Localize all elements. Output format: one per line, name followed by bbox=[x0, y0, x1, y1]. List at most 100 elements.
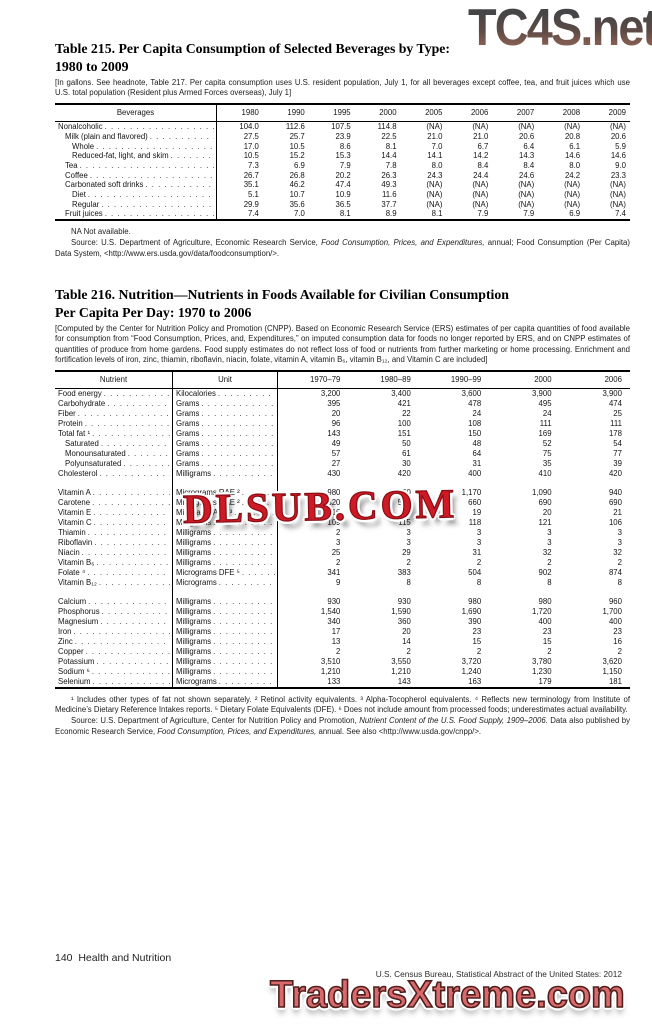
cell-value: 7.0 bbox=[431, 141, 443, 151]
row-label: Saturated bbox=[55, 438, 173, 449]
cell-value: 395 bbox=[327, 399, 341, 409]
cell-value: 32 bbox=[613, 548, 622, 558]
cell-value: 8 bbox=[617, 578, 622, 588]
dot-leader-icon bbox=[92, 429, 170, 438]
table-row: Carbohydrate Grams 395 421 478 495 474 bbox=[55, 398, 630, 409]
cell-value: 2 bbox=[476, 647, 482, 657]
row-unit: Milligrams bbox=[173, 606, 278, 617]
cell-value: 8 bbox=[547, 578, 552, 588]
cell-value: 6.9 bbox=[569, 209, 581, 219]
table215-section: Table 215. Per Capita Consumption of Sel… bbox=[55, 40, 630, 259]
cell-value: (NA) bbox=[426, 189, 443, 199]
dot-leader-icon bbox=[94, 518, 170, 527]
cell-value: 46.2 bbox=[289, 180, 305, 190]
cell-value: 3 bbox=[617, 538, 622, 548]
row-unit: Milligrams bbox=[173, 646, 278, 657]
cell-value: (NA) bbox=[564, 189, 581, 199]
dot-leader-icon bbox=[213, 597, 275, 606]
table216-headnote: [Computed by the Center for Nutrition Po… bbox=[55, 324, 630, 365]
row-unit: Grams bbox=[173, 438, 278, 449]
year-header-row: 1970–79 1980–89 1990–99 2000 2006 bbox=[278, 375, 630, 384]
cell-value: 400 bbox=[608, 617, 622, 627]
cell-value: 25 bbox=[613, 409, 622, 419]
cell-value: 14.1 bbox=[427, 151, 443, 161]
cell-value: 26.7 bbox=[243, 170, 259, 180]
row-label-text: Fruit juices bbox=[65, 209, 103, 219]
row-unit-text: Micrograms bbox=[176, 578, 217, 588]
cell-value: (NA) bbox=[472, 199, 489, 209]
cell-value: 2 bbox=[547, 647, 552, 657]
cell-value: (NA) bbox=[518, 122, 535, 132]
row-label-text: Fiber bbox=[58, 409, 76, 419]
cell-value: 107.5 bbox=[331, 122, 351, 132]
dot-leader-icon bbox=[213, 538, 275, 547]
cell-value: 3 bbox=[476, 528, 482, 538]
cell-value: 8.4 bbox=[477, 160, 489, 170]
row-unit-text: Kilocalories bbox=[176, 389, 216, 399]
dot-leader-icon bbox=[213, 617, 275, 626]
cell-value: 2 bbox=[547, 558, 552, 568]
gap-cell bbox=[55, 587, 173, 597]
cell-value: 20.8 bbox=[564, 131, 581, 141]
cell-value: 14.6 bbox=[610, 151, 627, 161]
cell-value: 7.8 bbox=[385, 160, 397, 170]
cell-value: 341 bbox=[327, 568, 341, 578]
row-unit-text: Milligrams ATE ³ bbox=[176, 508, 233, 518]
cell-value: 504 bbox=[468, 568, 482, 578]
row-label-text: Folate ⁴ bbox=[58, 568, 86, 578]
cell-value: 3 bbox=[547, 538, 552, 548]
row-label: Protein bbox=[55, 418, 173, 429]
column-header-unit: Unit bbox=[173, 371, 278, 388]
cell-value: 163 bbox=[468, 677, 482, 687]
footer-page-label: 140 Health and Nutrition bbox=[55, 952, 172, 964]
cell-value: 13 bbox=[331, 637, 341, 647]
cell-value: 3 bbox=[547, 528, 552, 538]
table-row: Nonalcoholic 104.0 112.6 107.5 114.8 (NA) (NA)… bbox=[55, 121, 630, 132]
cell-value: 20.6 bbox=[519, 131, 535, 141]
dot-leader-icon bbox=[219, 677, 275, 686]
cell-value: 410 bbox=[538, 469, 552, 479]
cell-value: 37.7 bbox=[381, 199, 397, 209]
row-unit: Grams bbox=[173, 428, 278, 439]
cell-value: 21 bbox=[613, 508, 622, 518]
nutrients-table-body: Food energy Kilocalories 3,200 3,400 3,600 3,… bbox=[55, 388, 630, 687]
table-row: Zinc Milligrams 13 14 15 15 16 bbox=[55, 636, 630, 647]
cell-value: 960 bbox=[608, 597, 622, 607]
cell-value: 1,090 bbox=[532, 488, 552, 498]
cell-value: 980 bbox=[538, 597, 552, 607]
cell-value: 8.4 bbox=[523, 160, 535, 170]
dot-leader-icon bbox=[99, 578, 170, 587]
dot-leader-icon bbox=[85, 419, 170, 428]
cell-value: 1,150 bbox=[602, 667, 622, 677]
cell-value: 181 bbox=[608, 677, 622, 687]
cell-value: 3,550 bbox=[391, 657, 411, 667]
cell-value: 19 bbox=[472, 508, 482, 518]
cell-value: 35.1 bbox=[243, 180, 259, 190]
cell-value: 114.8 bbox=[377, 122, 397, 132]
cell-value: 31 bbox=[472, 459, 482, 469]
table-row: Cholesterol Milligrams 430 420 400 410 420 bbox=[55, 468, 630, 479]
row-label-text: Whole bbox=[72, 141, 95, 151]
cell-value: 24.6 bbox=[519, 170, 535, 180]
cell-value: 15.3 bbox=[335, 151, 351, 161]
cell-value: 1,690 bbox=[461, 607, 482, 617]
row-unit: Micrograms RAE ² bbox=[173, 487, 278, 498]
cell-value: 7.4 bbox=[615, 209, 627, 219]
row-unit: Milligrams bbox=[173, 547, 278, 558]
row-unit: Milligrams ATE ³ bbox=[173, 507, 278, 518]
cell-value: 690 bbox=[538, 498, 552, 508]
cell-value: 2 bbox=[336, 647, 341, 657]
dot-leader-icon bbox=[88, 597, 170, 606]
table-row: Food energy Kilocalories 3,200 3,400 3,600 3,… bbox=[55, 388, 630, 399]
row-label: Zinc bbox=[55, 636, 173, 647]
cell-value: 10.7 bbox=[289, 189, 305, 199]
cell-value: 7.9 bbox=[339, 160, 351, 170]
cell-value: 660 bbox=[468, 498, 482, 508]
gap-cell bbox=[173, 587, 278, 597]
table-row: Folate ⁴ Micrograms DFE ⁵ 341 383 504 902 874 bbox=[55, 567, 630, 578]
cell-value: 1,210 bbox=[320, 667, 341, 677]
cell-value: 2 bbox=[476, 558, 482, 568]
cell-value: 36.5 bbox=[335, 199, 351, 209]
row-unit-text: Grams bbox=[176, 459, 200, 469]
year-column-header: 1990 bbox=[287, 108, 305, 118]
